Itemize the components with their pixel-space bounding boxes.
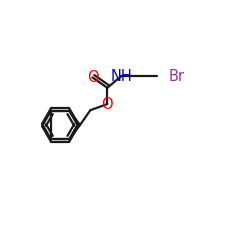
Text: O: O xyxy=(102,96,113,112)
Text: Br: Br xyxy=(168,69,184,84)
Text: NH: NH xyxy=(110,69,132,84)
Text: O: O xyxy=(87,70,98,85)
